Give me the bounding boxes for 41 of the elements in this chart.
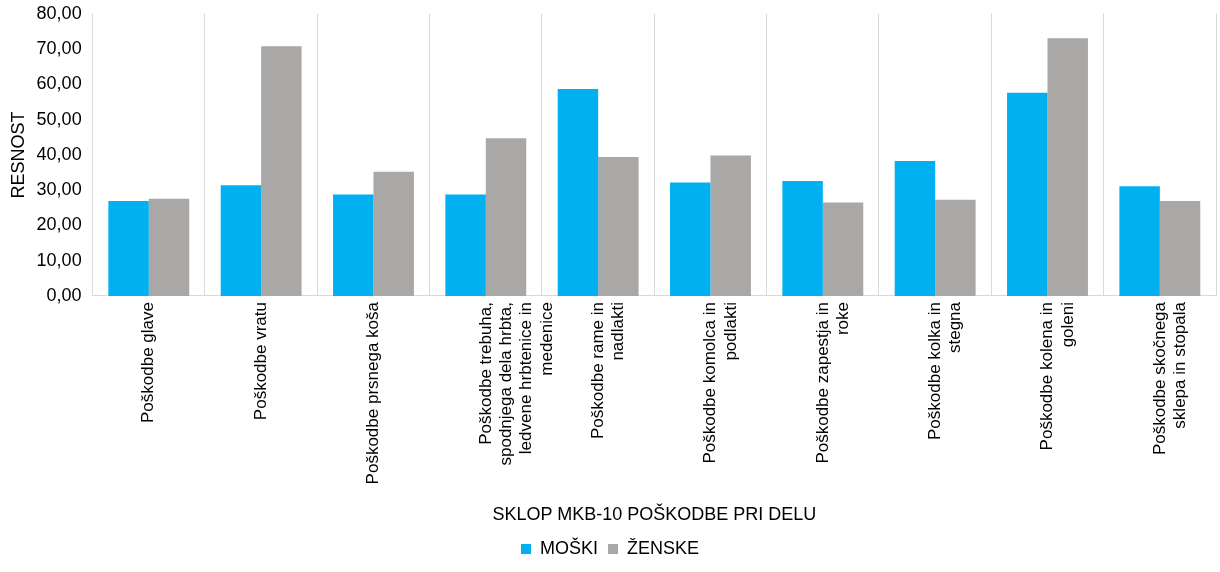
x-tick-label: Poškodbe zapestja in roke (812, 302, 852, 464)
y-tick-label: 30,00 (36, 179, 82, 200)
legend-label: ŽENSKE (627, 537, 700, 558)
bar (108, 201, 149, 296)
bar (598, 157, 639, 296)
bar (670, 182, 711, 296)
bar (373, 171, 414, 296)
y-tick-label: 20,00 (36, 214, 82, 235)
y-tick-label: 40,00 (36, 143, 82, 164)
y-tick-label: 50,00 (36, 108, 82, 129)
bar (822, 202, 864, 296)
bar (782, 181, 823, 296)
x-tick-label: Poškodbe kolena in goleni (1037, 302, 1077, 451)
y-tick-label: 70,00 (36, 38, 82, 59)
x-tick-label: Poškodbe trebuha, spodnjega dela hrbta, ledvene hrbtenice in medenice (475, 302, 556, 466)
bar (710, 155, 751, 296)
bar (333, 194, 374, 296)
bar (935, 199, 976, 296)
bar (148, 198, 190, 296)
bar (557, 88, 599, 296)
bar (1047, 38, 1088, 296)
bar (1119, 186, 1160, 296)
x-tick-label: Poškodbe glave (138, 302, 158, 423)
bar (1159, 201, 1201, 296)
y-tick-label: 80,00 (36, 2, 82, 23)
y-tick-label: 10,00 (36, 249, 82, 270)
legend-label: MOŠKI (539, 536, 598, 558)
bar (485, 138, 527, 296)
y-tick-label: 0,00 (46, 284, 82, 305)
bar (894, 160, 936, 296)
x-tick-label: Poškodbe komolca in podlakti (700, 302, 740, 464)
y-tick-label: 60,00 (36, 73, 82, 94)
bar (1007, 92, 1048, 296)
bar (445, 194, 486, 296)
bar (261, 46, 302, 296)
x-tick-label: Poškodbe vratu (250, 302, 270, 421)
x-tick-label: Poškodbe prsnega koša (363, 301, 383, 485)
bar (220, 185, 262, 296)
x-axis-title: SKLOP MKB-10 POŠKODBE PRI DELU (492, 503, 817, 525)
x-tick-label: Poškodbe kolka in stegna (924, 301, 965, 440)
y-axis-title: RESNOST (7, 111, 28, 199)
